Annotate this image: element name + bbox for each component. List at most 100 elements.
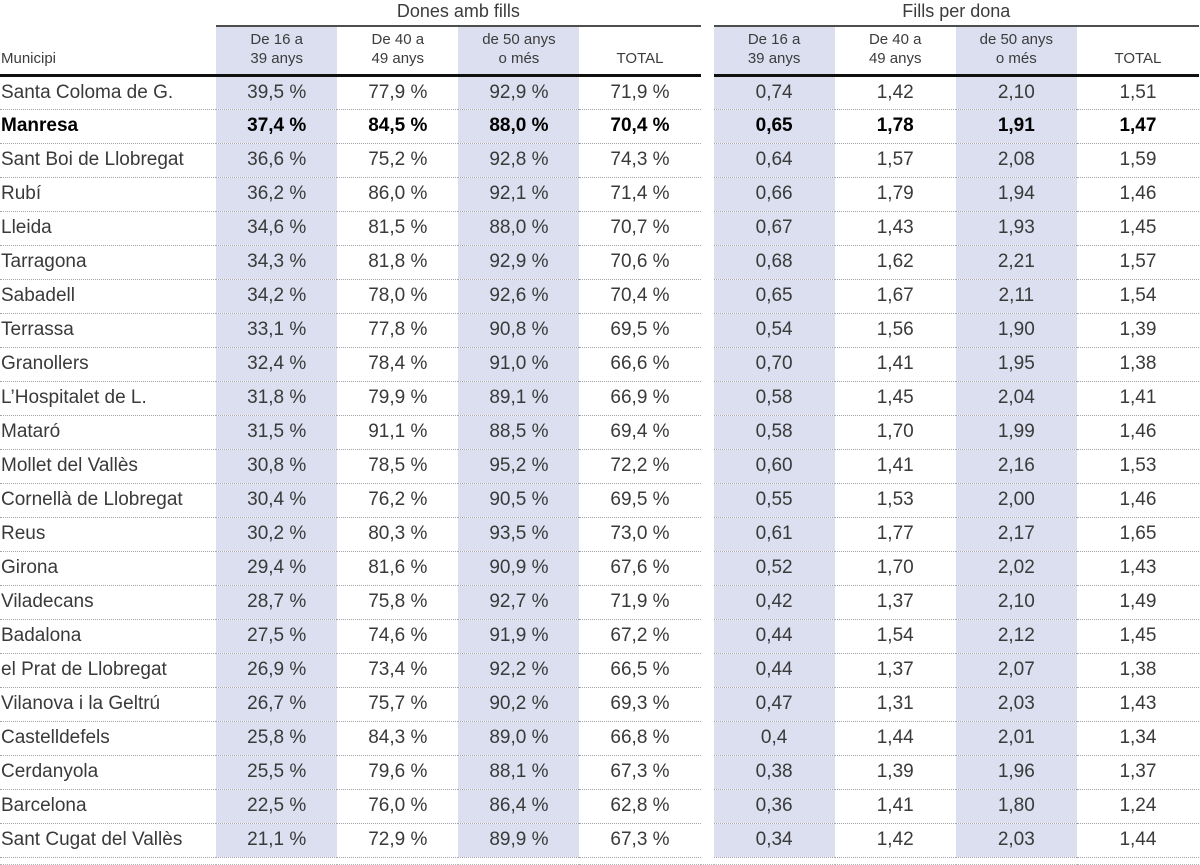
value-cell: 72,9 % — [337, 823, 459, 858]
municipality-cell: Vilanova i la Geltrú — [0, 687, 217, 722]
value-cell: 89,1 % — [458, 381, 580, 416]
col-header-g1-total: TOTAL — [579, 26, 701, 77]
value-cell: 92,1 % — [458, 177, 580, 212]
value-cell: 69,5 % — [579, 313, 701, 348]
col-header-g2-40-49: De 40 a 49 anys — [834, 26, 956, 77]
title-row-blank — [0, 0, 216, 26]
value-cell: 89,0 % — [458, 721, 580, 756]
value-cell: 0,60 — [713, 449, 835, 484]
gap-cell — [701, 483, 714, 517]
table-row: Lleida 34,6 % 81,5 % 88,0 % 70,7 % 0,67 1,43 1,… — [0, 211, 1199, 246]
value-cell: 1,90 — [955, 313, 1077, 348]
value-cell: 67,3 % — [579, 823, 701, 858]
value-cell: 0,61 — [713, 517, 835, 552]
table-row: Terrassa 33,1 % 77,8 % 90,8 % 69,5 % 0,54 1,56… — [0, 313, 1199, 348]
col-header-g1-40-49: De 40 a 49 anys — [337, 26, 459, 77]
table-row: Manresa 37,4 % 84,5 % 88,0 % 70,4 % 0,65 1,78 1… — [0, 109, 1199, 144]
value-cell: 31,8 % — [216, 381, 338, 416]
value-cell: 1,31 — [834, 687, 956, 722]
value-cell: 89,9 % — [458, 823, 580, 858]
value-cell: 31,5 % — [216, 415, 338, 450]
value-cell: 79,9 % — [337, 381, 459, 416]
value-cell: 0,52 — [713, 551, 835, 586]
value-cell: 2,07 — [955, 653, 1077, 688]
municipality-cell: el Prat de Llobregat — [0, 653, 217, 688]
gap-cell — [701, 381, 714, 415]
table-row: Badalona 27,5 % 74,6 % 91,9 % 67,2 % 0,44 1,54… — [0, 619, 1199, 654]
value-cell: 2,03 — [955, 823, 1077, 858]
value-cell: 1,80 — [955, 789, 1077, 824]
value-cell: 2,02 — [955, 551, 1077, 586]
value-cell: 30,4 % — [216, 483, 338, 518]
value-cell: 70,4 % — [579, 279, 701, 314]
value-cell: 1,77 — [834, 517, 956, 552]
gap-cell — [701, 347, 714, 381]
municipality-cell: Santa Coloma de G. — [0, 75, 217, 110]
value-cell: 78,4 % — [337, 347, 459, 382]
gap-cell — [701, 755, 714, 789]
municipality-cell: Barcelona — [0, 789, 217, 824]
value-cell: 70,4 % — [579, 109, 701, 144]
value-cell: 67,3 % — [579, 755, 701, 790]
municipality-cell: Castelldefels — [0, 721, 217, 756]
gap-cell — [701, 245, 714, 279]
table-bottom-rule — [0, 857, 1199, 865]
value-cell: 2,17 — [955, 517, 1077, 552]
value-cell: 66,9 % — [579, 381, 701, 416]
value-cell: 67,2 % — [579, 619, 701, 654]
value-cell: 32,4 % — [216, 347, 338, 382]
value-cell: 2,12 — [955, 619, 1077, 654]
value-cell: 0,34 — [713, 823, 835, 858]
value-cell: 1,43 — [1076, 551, 1199, 586]
table-row: Tarragona 34,3 % 81,8 % 92,9 % 70,6 % 0,68 1,6… — [0, 245, 1199, 280]
table-row: Granollers 32,4 % 78,4 % 91,0 % 66,6 % 0,70 1,… — [0, 347, 1199, 382]
value-cell: 1,49 — [1076, 585, 1199, 620]
value-cell: 92,2 % — [458, 653, 580, 688]
municipality-cell: Sant Boi de Llobregat — [0, 143, 217, 178]
value-cell: 0,4 — [713, 721, 835, 756]
gap-cell — [701, 109, 714, 143]
value-cell: 1,53 — [1076, 449, 1199, 484]
value-cell: 0,54 — [713, 313, 835, 348]
table-row: Cornellà de Llobregat 30,4 % 76,2 % 90,5 % 6… — [0, 483, 1199, 518]
value-cell: 78,5 % — [337, 449, 459, 484]
value-cell: 92,8 % — [458, 143, 580, 178]
value-cell: 77,9 % — [337, 75, 459, 110]
gap-cell — [701, 687, 714, 721]
col-header-g2-50-mes: de 50 anys o més — [955, 26, 1077, 77]
value-cell: 86,0 % — [337, 177, 459, 212]
value-cell: 92,9 % — [458, 75, 580, 110]
value-cell: 0,68 — [713, 245, 835, 280]
gap-cell — [701, 585, 714, 619]
municipality-column-header: Municipi — [0, 26, 217, 77]
value-cell: 30,2 % — [216, 517, 338, 552]
value-cell: 1,96 — [955, 755, 1077, 790]
group-gap — [701, 0, 714, 26]
gap-cell — [701, 517, 714, 551]
value-cell: 1,43 — [834, 211, 956, 246]
value-cell: 67,6 % — [579, 551, 701, 586]
value-cell: 1,99 — [955, 415, 1077, 450]
value-cell: 1,94 — [955, 177, 1077, 212]
value-cell: 0,65 — [713, 279, 835, 314]
value-cell: 1,42 — [834, 75, 956, 110]
value-cell: 21,1 % — [216, 823, 338, 858]
value-cell: 0,65 — [713, 109, 835, 144]
value-cell: 69,5 % — [579, 483, 701, 518]
value-cell: 90,8 % — [458, 313, 580, 348]
table-row: Mollet del Vallès 30,8 % 78,5 % 95,2 % 72,2 … — [0, 449, 1199, 484]
value-cell: 84,5 % — [337, 109, 459, 144]
value-cell: 1,53 — [834, 483, 956, 518]
value-cell: 0,58 — [713, 381, 835, 416]
value-cell: 62,8 % — [579, 789, 701, 824]
column-header-row: Municipi De 16 a 39 anys De 40 a 49 anys… — [0, 26, 1199, 77]
value-cell: 75,7 % — [337, 687, 459, 722]
value-cell: 39,5 % — [216, 75, 338, 110]
value-cell: 1,42 — [834, 823, 956, 858]
value-cell: 91,0 % — [458, 347, 580, 382]
table-row: Santa Coloma de G. 39,5 % 77,9 % 92,9 % 71,9… — [0, 75, 1199, 110]
value-cell: 0,74 — [713, 75, 835, 110]
value-cell: 1,39 — [1076, 313, 1199, 348]
gap-cell — [701, 449, 714, 483]
